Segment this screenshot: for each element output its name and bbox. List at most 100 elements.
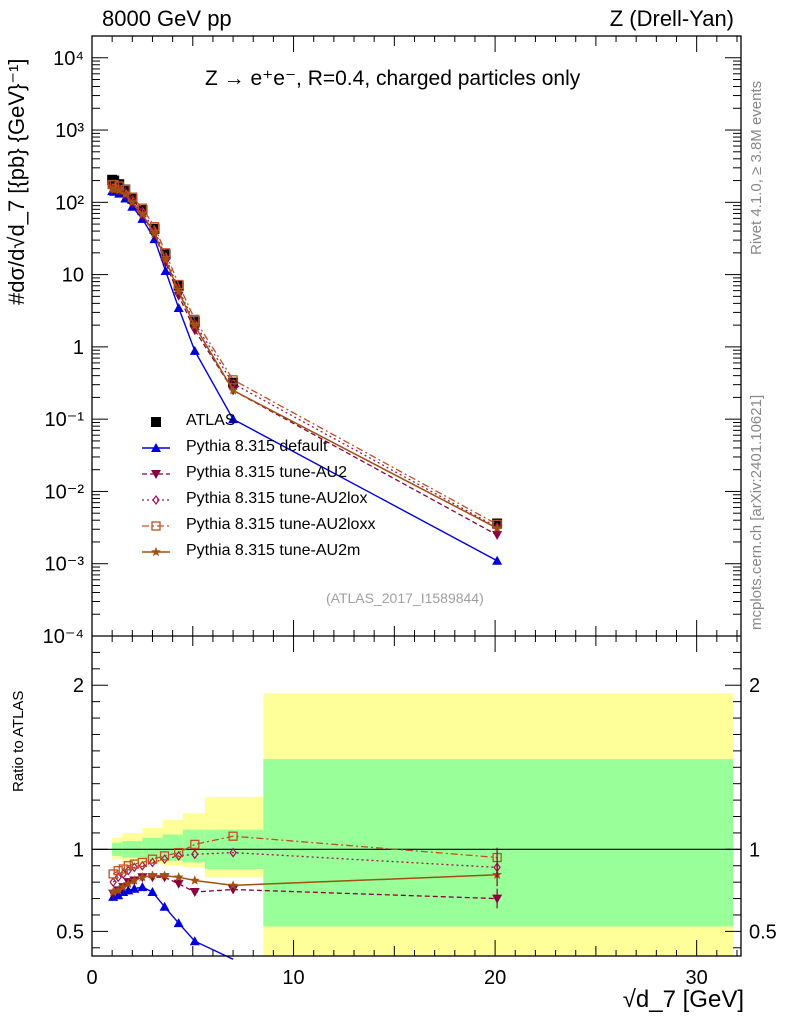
legend-entry-default: Pythia 8.315 default — [140, 436, 470, 462]
ratio-y-tick-label-right: 0.5 — [749, 921, 777, 943]
y-axis-label-ratio: Ratio to ATLAS — [10, 690, 27, 792]
ratio-point — [129, 875, 140, 885]
beam-label: 8000 GeV pp — [102, 6, 232, 31]
data-point — [137, 209, 148, 219]
ratio-point — [173, 918, 184, 928]
ratio-point — [189, 875, 200, 885]
ratio-point — [137, 882, 148, 892]
legend-label: Pythia 8.315 tune-AU2loxx — [186, 516, 376, 533]
data-point — [173, 303, 184, 313]
ratio-y-tick-label: 2 — [73, 675, 84, 697]
y-tick-label: 1 — [73, 337, 84, 359]
legend-marks — [142, 417, 170, 557]
ratio-point — [148, 857, 157, 868]
ratio-point — [147, 854, 158, 864]
ratio-point — [174, 847, 184, 858]
ratio-point — [191, 849, 199, 860]
ratio-point — [229, 847, 237, 858]
data-point — [492, 555, 503, 565]
legend-marker — [151, 546, 161, 557]
y-tick-label: 10⁻¹ — [45, 409, 85, 431]
y-tick-label: 10⁴ — [53, 48, 84, 70]
ratio-point — [114, 872, 122, 883]
ratio-point — [159, 851, 170, 861]
ratio-point — [190, 839, 200, 850]
ratio-point — [137, 872, 148, 882]
ratio-point — [228, 880, 238, 890]
main-series — [107, 174, 503, 565]
data-point — [127, 197, 138, 207]
x-axis-label: √d_7 [GeV] — [622, 986, 744, 1013]
y-tick-label: 10³ — [55, 120, 84, 142]
legend-entry-au2m: Pythia 8.315 tune-AU2m — [140, 540, 470, 566]
legend-marker — [152, 495, 160, 505]
data-point — [160, 258, 171, 268]
ratio-point — [108, 869, 118, 879]
ratio-point — [147, 887, 158, 896]
data-point — [160, 254, 171, 265]
ratio-point — [189, 888, 200, 897]
ratio-point — [123, 861, 133, 871]
legend-label: ATLAS — [186, 412, 236, 429]
data-point — [228, 414, 239, 424]
legend-marker — [151, 417, 161, 427]
ratio-y-tick-label: 1 — [73, 839, 84, 861]
data-point — [492, 530, 503, 540]
ratio-point — [228, 831, 238, 841]
axes: 0 10 20 30 10⁻⁴ 10⁻³ 10⁻² 10⁻¹ 1 10 10² 10³ 10⁴ 0.5 0.… — [43, 35, 777, 989]
legend-label: Pythia 8.315 tune-AU2m — [186, 542, 361, 559]
stat-band — [182, 829, 205, 863]
data-point — [149, 228, 160, 238]
legend-entry-au2loxx: Pythia 8.315 tune-AU2loxx — [140, 514, 470, 540]
plot-frame — [91, 35, 742, 957]
y-tick-label: 10⁻³ — [45, 554, 85, 576]
x-tick-label: 30 — [686, 967, 708, 989]
plot-title: Z → e⁺e⁻, R=0.4, charged particles only — [205, 67, 581, 90]
stat-band — [162, 834, 183, 861]
ratio-point — [159, 901, 170, 911]
legend-marker — [151, 521, 161, 531]
data-point — [228, 385, 238, 395]
legend-label: Pythia 8.315 tune-AU2 — [186, 464, 347, 481]
ratio-point — [159, 870, 170, 880]
y-tick-label: 10 — [62, 265, 84, 287]
ratio-point — [147, 870, 158, 880]
data-point — [114, 185, 125, 195]
data-point — [228, 377, 239, 388]
data-point — [189, 320, 200, 331]
ratio-series — [108, 831, 503, 960]
ratio-point — [173, 872, 184, 882]
ratio-point — [123, 878, 134, 888]
analysis-watermark: (ATLAS_2017_I1589844) — [326, 590, 484, 606]
ratio-y-tick-label: 0.5 — [56, 921, 84, 943]
ratio-line — [112, 886, 234, 960]
y-axis-label-main: #dσ/d√d_7 [{pb} {GeV}⁻¹] — [4, 58, 29, 305]
ratio-point — [118, 864, 128, 874]
x-tick-label: 0 — [86, 967, 97, 989]
ratio-point — [160, 854, 169, 865]
data-point — [160, 249, 171, 260]
y-tick-label: 10⁻² — [45, 481, 85, 503]
ratio-point — [138, 860, 147, 871]
ratio-point — [113, 866, 123, 876]
rivet-version-label: Rivet 4.1.0, ≥ 3.8M events — [748, 80, 765, 255]
data-point — [173, 286, 184, 296]
ratio-point — [137, 857, 148, 868]
data-point — [492, 523, 503, 533]
data-point — [109, 184, 120, 194]
data-point — [120, 189, 131, 199]
ratio-point — [109, 877, 117, 888]
ratio-point — [108, 886, 119, 897]
ratio-point — [118, 881, 129, 892]
y-tick-label: 10⁻⁴ — [43, 626, 84, 648]
legend-marker — [151, 443, 161, 452]
ratio-point — [189, 936, 200, 946]
legend-marker — [151, 470, 161, 479]
mcplots-label: mcplots.cern.ch [arXiv:2401.10621] — [748, 394, 765, 630]
stat-band — [142, 837, 163, 860]
ratio-y-tick-label-right: 2 — [749, 675, 760, 697]
ratio-point — [113, 885, 124, 895]
ratio-point — [174, 850, 183, 861]
ratio-y-tick-label-right: 1 — [749, 839, 760, 861]
